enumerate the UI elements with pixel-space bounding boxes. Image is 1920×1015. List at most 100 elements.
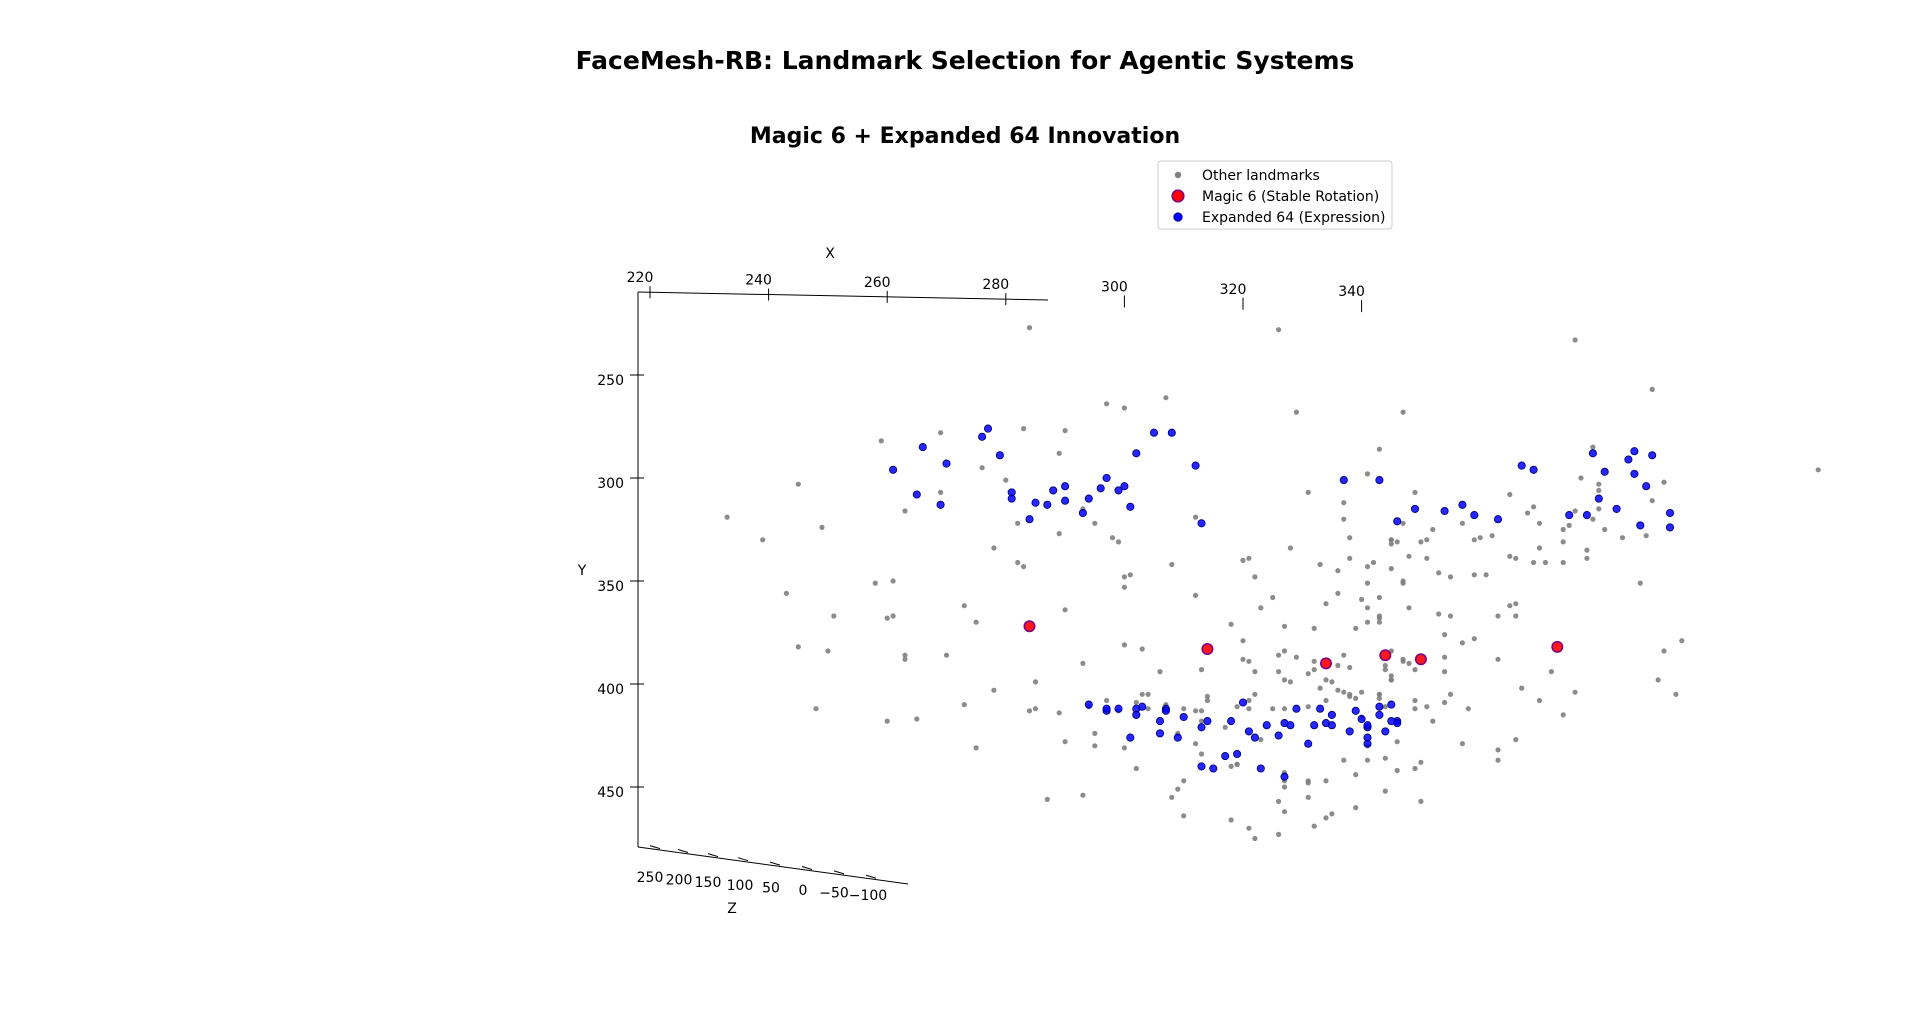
other-point	[1056, 531, 1062, 537]
other-point	[1388, 537, 1394, 543]
z-tick-label: 100	[727, 878, 754, 894]
expanded-point	[1262, 721, 1271, 730]
other-point	[1536, 697, 1543, 704]
other-point	[1418, 798, 1424, 805]
plot-title: Magic 6 + Expanded 64 Innovation	[749, 124, 1181, 149]
other-point	[1222, 724, 1228, 730]
expanded-point	[1102, 473, 1111, 483]
other-point	[1198, 667, 1205, 673]
other-point	[1465, 706, 1471, 712]
other-point	[1388, 566, 1394, 572]
other-point	[1447, 574, 1454, 580]
other-point	[1323, 601, 1329, 607]
z-tick	[865, 874, 877, 879]
other-point	[1026, 325, 1033, 331]
other-point	[1032, 706, 1039, 712]
expanded-point	[1233, 749, 1242, 759]
other-point	[1080, 660, 1086, 667]
expanded-point	[978, 432, 987, 441]
other-point	[1032, 679, 1039, 685]
other-point	[1193, 708, 1199, 714]
other-point	[1062, 428, 1068, 434]
other-point	[1489, 533, 1495, 539]
other-point	[1436, 570, 1442, 576]
expanded-point	[1470, 511, 1479, 520]
other-point	[1281, 784, 1288, 790]
other-point	[1572, 689, 1578, 695]
other-point	[1353, 772, 1359, 778]
other-point	[1347, 555, 1353, 561]
other-point	[1382, 704, 1388, 710]
other-point	[1661, 648, 1667, 654]
other-point	[1252, 574, 1258, 580]
expanded-point	[1327, 721, 1336, 730]
expanded-point	[1096, 484, 1105, 493]
expanded-point	[1600, 467, 1609, 476]
expanded-point	[918, 443, 927, 452]
other-point	[1388, 541, 1394, 547]
expanded-point	[1665, 508, 1675, 518]
other-point	[1525, 510, 1531, 516]
y-axis-label: Y	[577, 563, 587, 579]
expanded-point	[1132, 710, 1141, 719]
other-point	[890, 578, 896, 584]
x-tick-label: 220	[627, 270, 654, 286]
other-point	[1270, 594, 1276, 601]
other-point	[1175, 786, 1181, 792]
other-point	[1258, 737, 1264, 743]
expanded-point	[1648, 451, 1657, 460]
other-point	[1323, 697, 1329, 704]
other-point	[813, 706, 819, 712]
other-point	[961, 603, 967, 609]
expanded-point	[1327, 710, 1336, 719]
other-point	[1572, 508, 1578, 514]
z-tick-label: −100	[849, 888, 887, 904]
other-point	[1276, 669, 1282, 675]
z-tick	[649, 845, 661, 850]
other-point	[1270, 706, 1276, 712]
expanded-point	[1292, 704, 1301, 713]
other-point	[1341, 757, 1347, 763]
other-point	[1412, 697, 1418, 704]
other-point	[1364, 605, 1371, 611]
other-point	[1015, 520, 1021, 526]
other-point	[1602, 526, 1608, 533]
z-tick	[801, 865, 813, 870]
other-point	[1394, 767, 1400, 774]
other-point	[1560, 526, 1566, 533]
other-point	[1560, 712, 1566, 718]
other-point	[1442, 669, 1448, 675]
other-point	[1252, 669, 1258, 675]
other-point	[1276, 652, 1282, 658]
x-tick-label: 300	[1101, 279, 1128, 295]
other-point	[1252, 835, 1258, 842]
other-point	[1104, 697, 1110, 704]
other-point	[1347, 691, 1353, 697]
other-point	[1305, 704, 1311, 710]
expanded-point	[1007, 488, 1016, 497]
expanded-point	[1126, 733, 1135, 742]
other-point	[1157, 669, 1163, 675]
z-tick-label: 50	[762, 880, 780, 896]
other-point	[1198, 708, 1205, 714]
other-point	[1382, 662, 1388, 669]
expanded-point	[1339, 476, 1348, 485]
other-point	[1513, 737, 1519, 743]
other-point	[1228, 763, 1234, 770]
expanded-point	[1630, 447, 1639, 456]
expanded-point	[912, 490, 921, 499]
expanded-point	[1304, 739, 1313, 748]
other-point	[1364, 564, 1371, 570]
expanded-point	[1256, 764, 1265, 773]
other-point	[1317, 561, 1323, 568]
other-point	[1400, 656, 1406, 662]
other-point	[1442, 699, 1448, 706]
x-tick-label: 280	[982, 277, 1009, 293]
other-point	[1329, 679, 1335, 685]
other-point	[1548, 669, 1554, 675]
other-point	[1240, 656, 1246, 662]
other-point	[1252, 691, 1258, 697]
other-point	[1353, 625, 1359, 632]
other-point	[1359, 689, 1365, 695]
